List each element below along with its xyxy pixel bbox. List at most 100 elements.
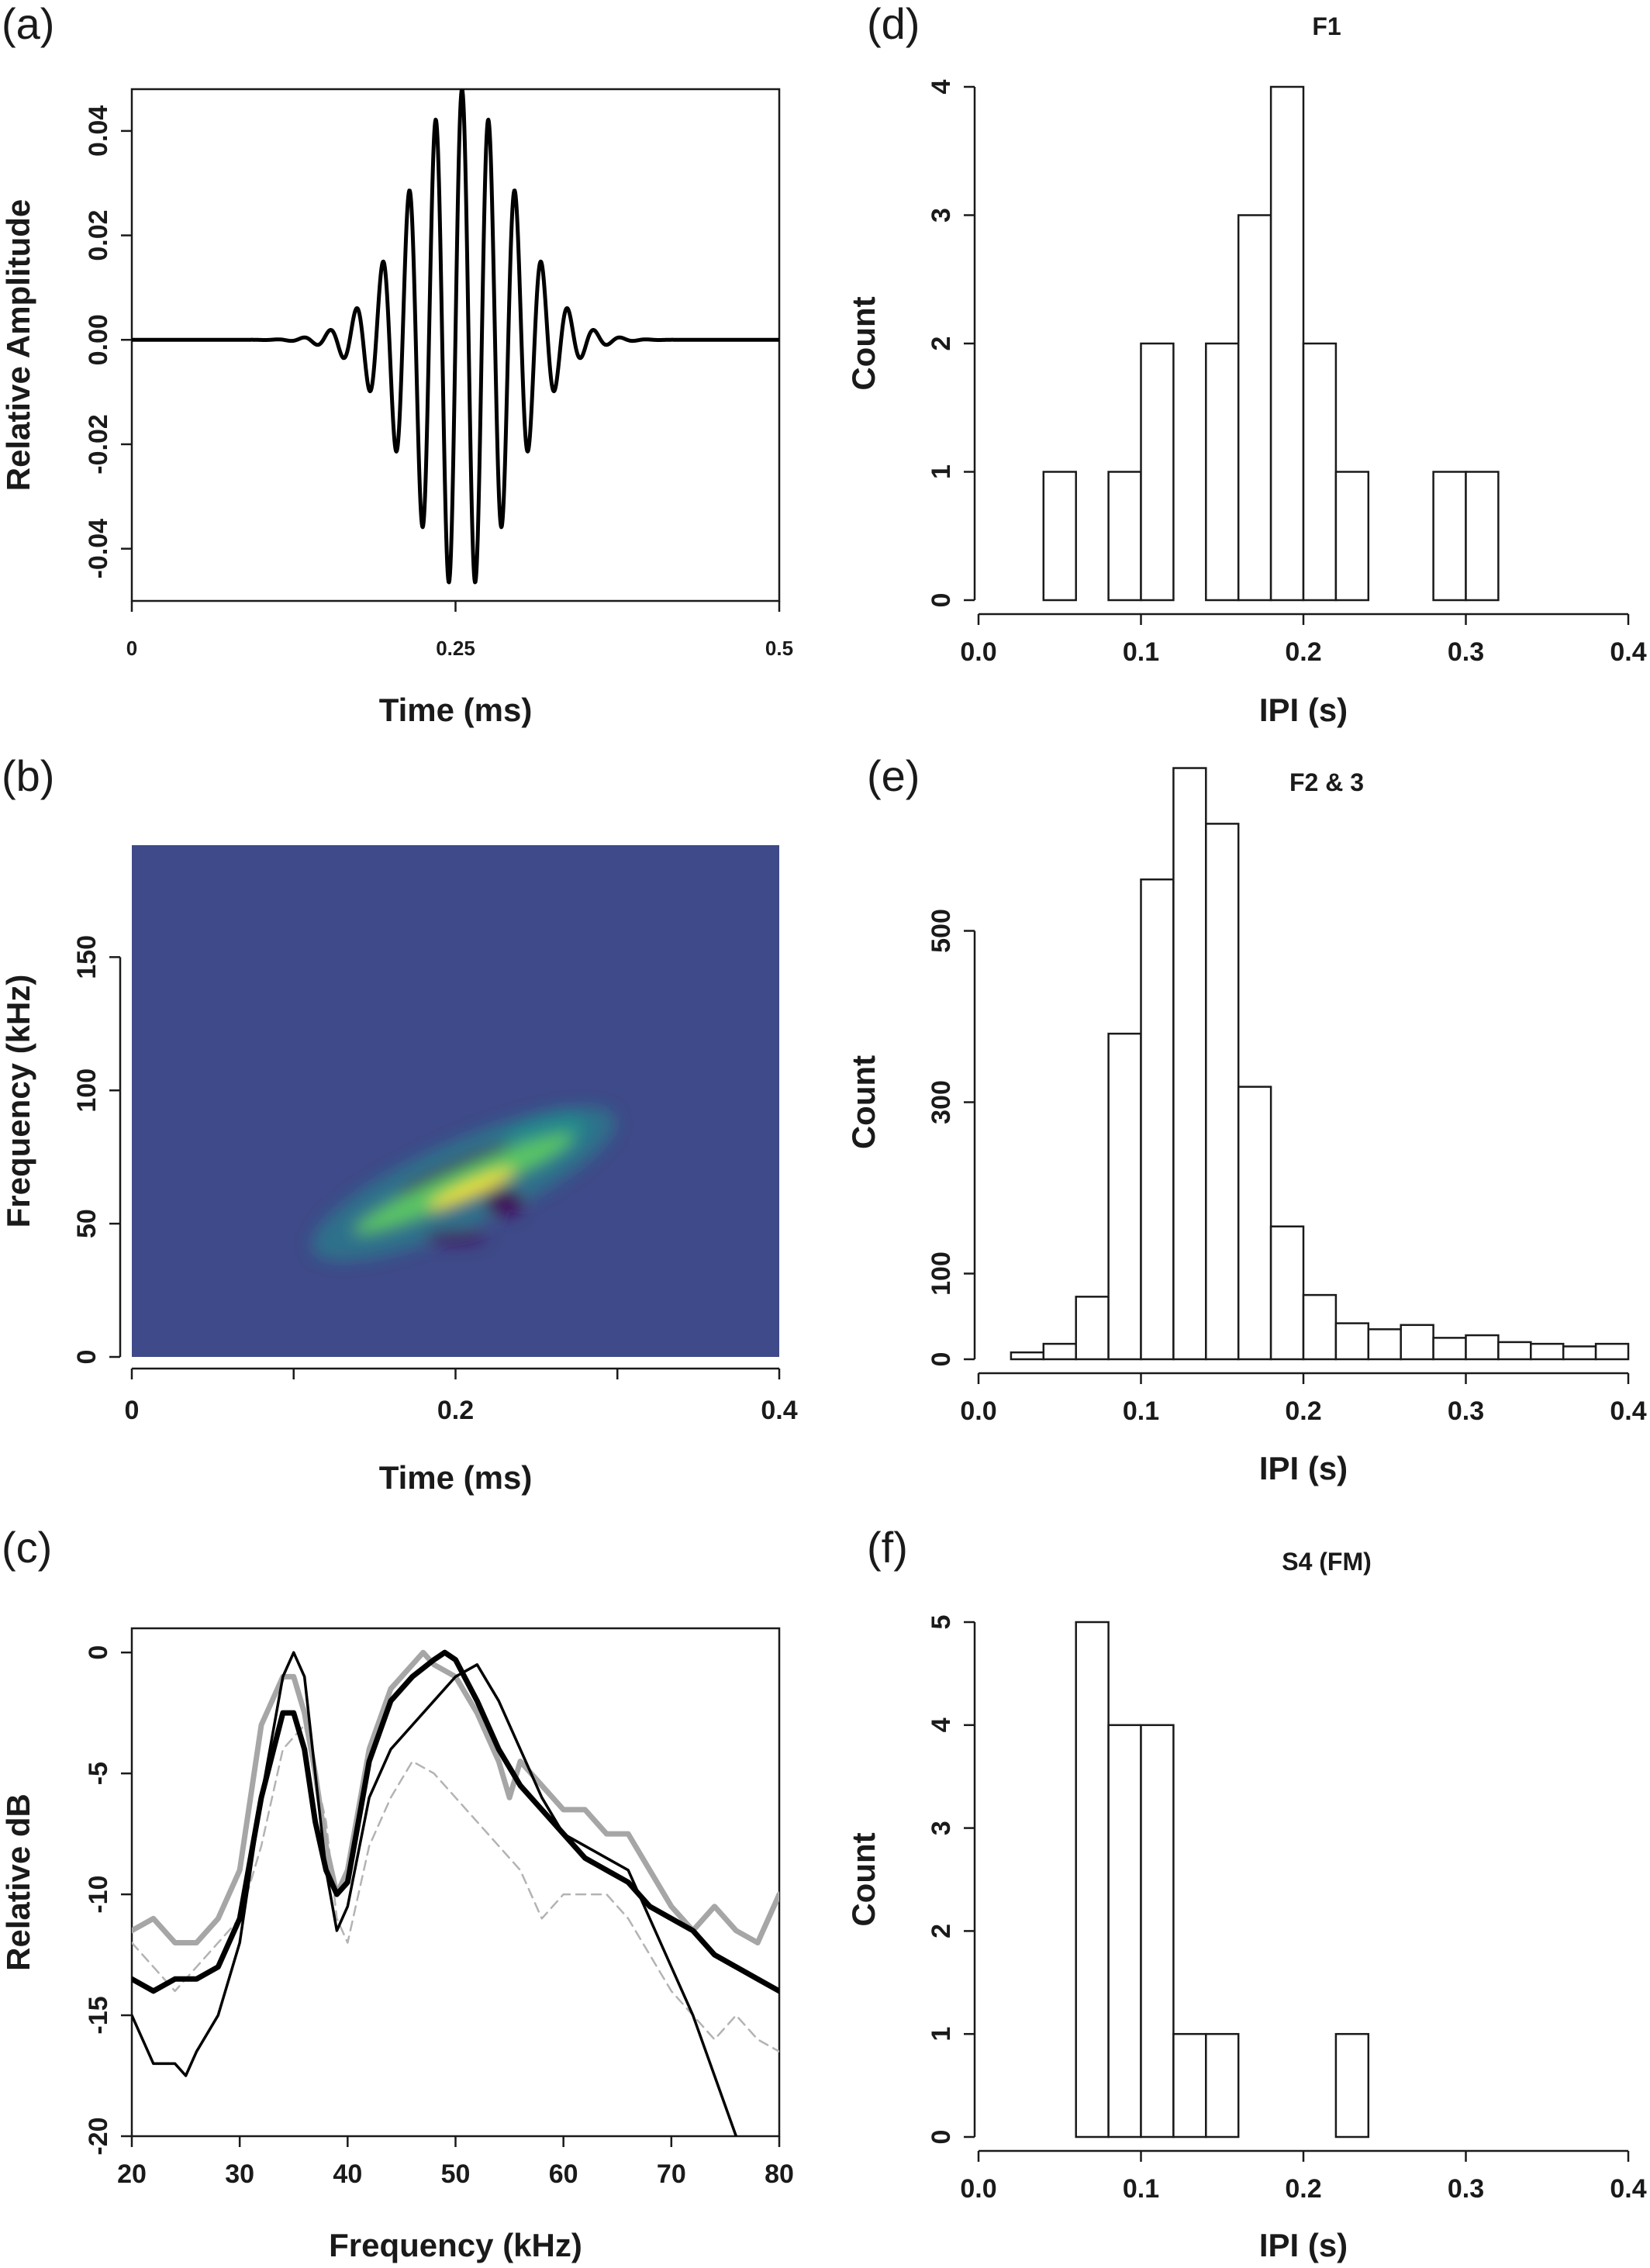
histogram-bar xyxy=(1075,1621,1110,2139)
x-tick-label: 70 xyxy=(657,2159,686,2189)
y-tick-label: 0.04 xyxy=(84,105,113,157)
histogram-bar xyxy=(1594,1342,1630,1361)
waveform-group xyxy=(132,89,779,585)
y-tick-label: 50 xyxy=(72,1209,102,1238)
heatmap-dark-spot xyxy=(484,1188,525,1217)
y-axis-title-b: Frequency (kHz) xyxy=(0,975,36,1228)
histogram-bar xyxy=(1107,1724,1142,2139)
spectrum-line-thick xyxy=(132,1649,779,1994)
x-tick-label: 0.4 xyxy=(1610,2174,1646,2204)
histogram-bar xyxy=(1140,1724,1175,2139)
y-tick-label: -20 xyxy=(84,2117,113,2155)
y-tick-label: 0 xyxy=(84,1645,113,1660)
y-tick-label: 0.00 xyxy=(84,314,113,365)
x-tick-label: 60 xyxy=(549,2159,578,2189)
x-tick-label: 80 xyxy=(765,2159,794,2189)
histogram-bar xyxy=(1237,214,1272,602)
histogram-bar xyxy=(1075,1296,1110,1361)
y-tick-label: 5 xyxy=(927,1615,956,1630)
histogram-bar xyxy=(1205,342,1240,602)
x-axis-title-f: IPI (s) xyxy=(1259,2227,1348,2263)
panel-a: (a) 0 0.25 0.5 -0.04 -0.02 0.00 0.02 0.04 Time (m… xyxy=(0,0,793,728)
y-tick-label: 3 xyxy=(927,208,956,223)
chart-title-d: F1 xyxy=(1312,12,1341,40)
y-tick-label: 4 xyxy=(927,79,956,94)
x-axis-title-b: Time (ms) xyxy=(379,1459,533,1496)
histogram-bar xyxy=(1400,1324,1434,1361)
y-tick-label: 2 xyxy=(927,1924,956,1938)
y-tick-label: 0 xyxy=(72,1350,102,1365)
y-tick-label: 2 xyxy=(927,337,956,351)
x-tick-label: 0.4 xyxy=(1610,637,1646,667)
histogram-bar xyxy=(1334,2032,1370,2139)
y-axis-title-e: Count xyxy=(845,1055,882,1149)
y-tick-label: 150 xyxy=(72,935,102,979)
histogram-bar xyxy=(1237,1086,1272,1361)
panel-e: (e) F2 & 3 0.0 0.1 0.2 0.3 0.4 0 100 300 500 IPI (s… xyxy=(845,751,1647,1486)
y-axis-title-f: Count xyxy=(845,1832,882,1926)
histogram-bar xyxy=(1107,471,1142,602)
y-tick-label: 1 xyxy=(927,464,956,479)
y-tick-label: 0 xyxy=(927,593,956,608)
y-tick-label: -5 xyxy=(84,1762,113,1785)
histogram-bar xyxy=(1269,1225,1305,1361)
panel-label-c: (c) xyxy=(2,1523,52,1572)
y-tick-label: 0.02 xyxy=(84,209,113,261)
heatmap-background xyxy=(132,845,779,1357)
chart-title-f: S4 (FM) xyxy=(1282,1548,1372,1576)
histogram-bar xyxy=(1010,1351,1045,1361)
waveform-line xyxy=(132,89,779,585)
panel-label-f: (f) xyxy=(867,1523,908,1572)
histogram-bar xyxy=(1334,1322,1370,1361)
panel-d: (d) F1 0.0 0.1 0.2 0.3 0.4 0 1 2 3 4 IPI (s) Count xyxy=(845,0,1647,728)
x-tick-label: 0 xyxy=(125,1396,140,1425)
histogram-bar xyxy=(1302,1293,1338,1361)
y-axis-title-d: Count xyxy=(845,296,882,390)
histogram-bar xyxy=(1205,823,1240,1361)
x-tick-label: 0.3 xyxy=(1448,2174,1484,2204)
x-axis-title-e: IPI (s) xyxy=(1259,1450,1348,1486)
x-tick-label: 0.1 xyxy=(1123,637,1159,667)
x-tick-label: 0.1 xyxy=(1123,2174,1159,2204)
y-tick-label: 100 xyxy=(927,1251,956,1296)
y-tick-label: 0 xyxy=(927,2130,956,2145)
chart-title-e: F2 & 3 xyxy=(1289,768,1364,796)
panel-f: (f) S4 (FM) 0.0 0.1 0.2 0.3 0.4 0 1 2 3 4 5 IPI (s) Co… xyxy=(845,1523,1647,2263)
heatmap-dark-band-2 xyxy=(424,1229,487,1245)
spectrum-line-thick xyxy=(132,1649,779,1945)
histogram-bar xyxy=(1205,2032,1240,2139)
histogram-bar xyxy=(1334,471,1370,602)
y-axis-title-c: Relative dB xyxy=(0,1793,36,1971)
histogram-bar xyxy=(1140,878,1175,1361)
histogram-bar xyxy=(1465,1334,1500,1361)
spectrum-line-thin xyxy=(132,1651,738,2136)
histogram-bar xyxy=(1107,1032,1142,1361)
histogram-bar xyxy=(1562,1345,1597,1361)
x-axis-title-d: IPI (s) xyxy=(1259,692,1348,728)
panel-label-b: (b) xyxy=(2,751,54,800)
x-tick-label: 0.0 xyxy=(960,637,996,667)
histogram-bar xyxy=(1042,1342,1077,1361)
x-tick-label: 40 xyxy=(333,2159,362,2189)
x-tick-label: 0.2 xyxy=(1285,1396,1321,1426)
y-tick-label: -0.02 xyxy=(84,414,113,475)
x-tick-label: 0.2 xyxy=(437,1396,474,1425)
x-tick-label: 50 xyxy=(441,2159,471,2189)
histogram-bar xyxy=(1140,342,1175,602)
x-tick-label: 20 xyxy=(117,2159,147,2189)
histogram-bar xyxy=(1530,1342,1565,1361)
x-tick-label: 0.3 xyxy=(1448,637,1484,667)
y-tick-label: 100 xyxy=(72,1068,102,1113)
x-tick-label: 0.3 xyxy=(1448,1396,1484,1426)
x-tick-label: 0.0 xyxy=(960,1396,996,1426)
panel-label-e: (e) xyxy=(867,751,920,800)
x-axis-title-a: Time (ms) xyxy=(379,692,533,728)
x-tick-label: 0.25 xyxy=(436,637,475,660)
histogram-bar xyxy=(1172,2032,1207,2139)
histogram-bar xyxy=(1367,1328,1402,1361)
panel-c: (c) 20 30 40 50 60 70 80 -20 -15 -10 -5 0 Frequency (… xyxy=(0,1523,794,2263)
y-tick-label: 300 xyxy=(927,1080,956,1124)
x-tick-label: 0.5 xyxy=(765,637,793,660)
y-tick-label: 3 xyxy=(927,1821,956,1835)
